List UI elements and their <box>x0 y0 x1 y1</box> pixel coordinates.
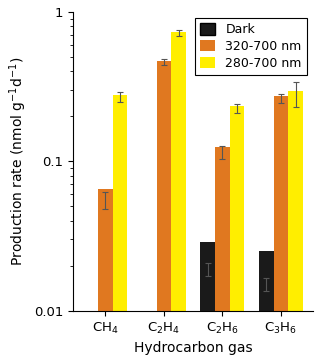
X-axis label: Hydrocarbon gas: Hydrocarbon gas <box>134 341 252 355</box>
Bar <box>113 94 127 311</box>
Bar <box>215 147 230 311</box>
Bar <box>259 251 274 311</box>
Bar <box>171 32 186 311</box>
Bar <box>156 61 171 311</box>
Bar <box>230 106 244 311</box>
Y-axis label: Production rate (nmol g$^{-1}$d$^{-1}$): Production rate (nmol g$^{-1}$d$^{-1}$) <box>7 56 28 266</box>
Legend: Dark, 320-700 nm, 280-700 nm: Dark, 320-700 nm, 280-700 nm <box>196 18 307 75</box>
Bar <box>274 96 288 311</box>
Bar <box>288 91 303 311</box>
Bar <box>98 189 113 311</box>
Bar <box>200 241 215 311</box>
